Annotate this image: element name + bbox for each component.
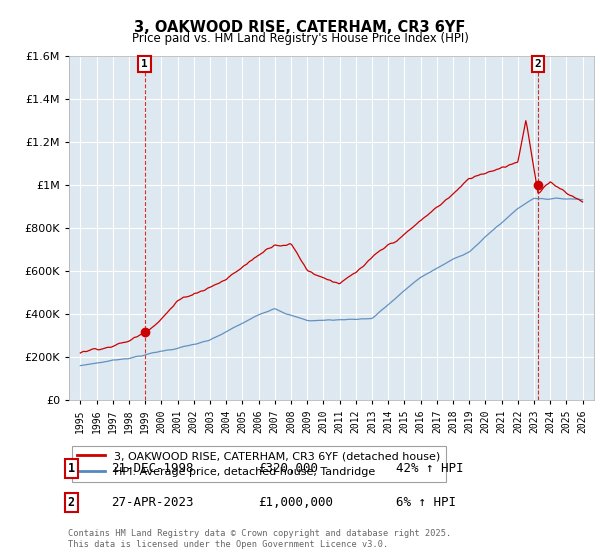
Text: £320,000: £320,000 bbox=[258, 462, 318, 475]
Text: £1,000,000: £1,000,000 bbox=[258, 496, 333, 508]
Text: Price paid vs. HM Land Registry's House Price Index (HPI): Price paid vs. HM Land Registry's House … bbox=[131, 32, 469, 45]
Text: 27-APR-2023: 27-APR-2023 bbox=[111, 496, 193, 508]
Text: 1: 1 bbox=[141, 59, 148, 69]
Text: 2: 2 bbox=[68, 496, 75, 508]
Text: 2: 2 bbox=[535, 59, 541, 69]
Text: 3, OAKWOOD RISE, CATERHAM, CR3 6YF: 3, OAKWOOD RISE, CATERHAM, CR3 6YF bbox=[134, 20, 466, 35]
Text: 21-DEC-1998: 21-DEC-1998 bbox=[111, 462, 193, 475]
Text: 1: 1 bbox=[68, 462, 75, 475]
Legend: 3, OAKWOOD RISE, CATERHAM, CR3 6YF (detached house), HPI: Average price, detache: 3, OAKWOOD RISE, CATERHAM, CR3 6YF (deta… bbox=[72, 446, 446, 482]
Text: 6% ↑ HPI: 6% ↑ HPI bbox=[396, 496, 456, 508]
Text: Contains HM Land Registry data © Crown copyright and database right 2025.
This d: Contains HM Land Registry data © Crown c… bbox=[68, 529, 451, 549]
Text: 42% ↑ HPI: 42% ↑ HPI bbox=[396, 462, 464, 475]
